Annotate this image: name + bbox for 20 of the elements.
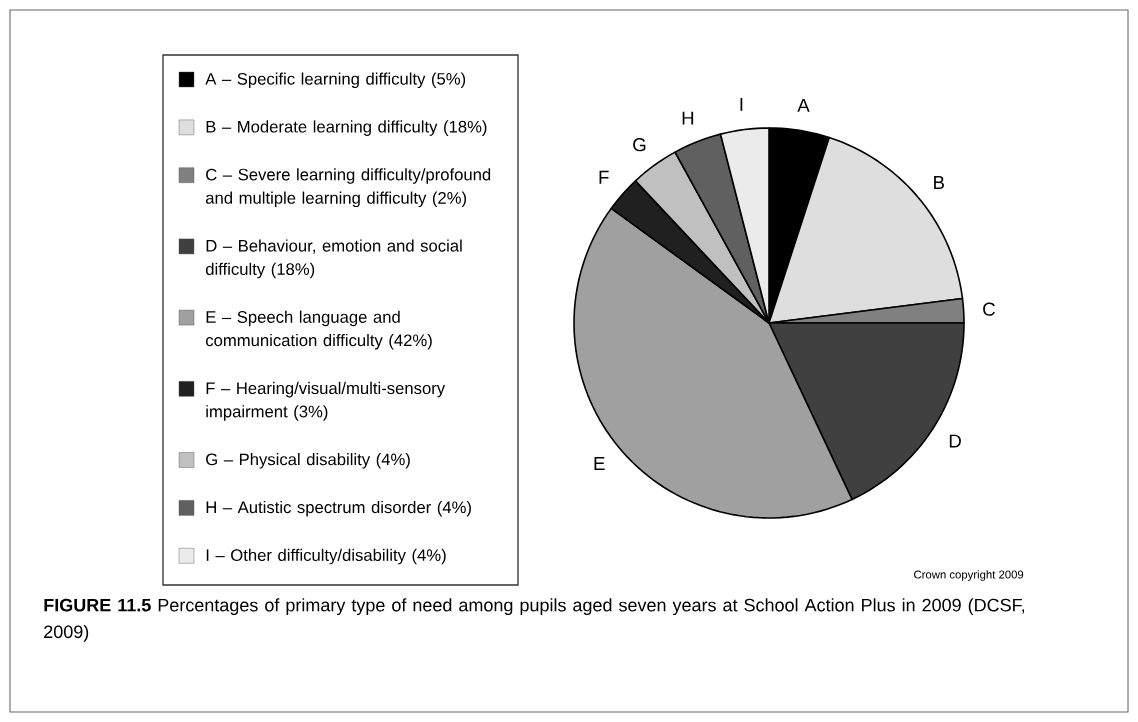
text: B [934, 176, 945, 189]
legend-label: B – Moderate learning difficulty (18%) [206, 120, 487, 136]
text: H [682, 111, 694, 125]
legend-label: C – Severe learning difficulty/profound and multiple learning difficulty (2%) [205, 168, 491, 208]
text: F [599, 170, 609, 184]
text: I [740, 97, 743, 111]
text: C [983, 302, 995, 316]
text: A [797, 98, 810, 112]
text: G [633, 138, 646, 152]
chart-title: FIGURE 11.5 Percentages of primary type of need among pupils aged seven years at School Action Plus in 2009 (DCSF, 2009) [44, 598, 1025, 642]
legend-label: E – Speech language and communication difficulty (42%) [205, 310, 432, 350]
legend-label: I – Other difficulty/disability (4%) [206, 548, 446, 565]
legend-label: F – Hearing/visual/multi-sensory impairment (3%) [206, 381, 446, 421]
legend-label: D – Behaviour, emotion and social difficulty (18%) [205, 239, 462, 279]
text: E [594, 457, 605, 470]
text: D [949, 434, 961, 448]
legend-label: A – Specific learning difficulty (5%) [205, 72, 466, 89]
text: Crown copyright 2009 [914, 570, 1024, 581]
legend-label: H – Autistic spectrum disorder (4%) [206, 500, 471, 517]
legend-label: G – Physical disability (4%) [206, 453, 410, 469]
